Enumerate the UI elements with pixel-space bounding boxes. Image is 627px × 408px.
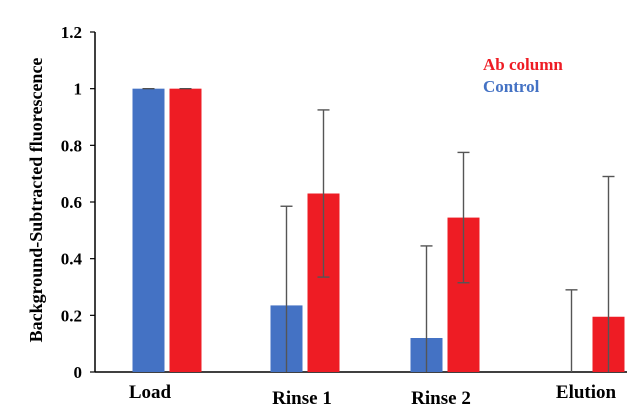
- y-tick-label: 1.2: [61, 23, 82, 42]
- x-category-label: Load: [129, 382, 172, 403]
- y-tick-label: 0.6: [61, 193, 82, 212]
- x-category-label: Elution: [556, 382, 617, 403]
- bar-control-load: [132, 88, 165, 373]
- bar-ab-column-load: [169, 88, 202, 373]
- x-category-label: Rinse 1: [272, 388, 332, 408]
- legend-entry-ab-column: Ab column: [483, 55, 563, 74]
- y-tick-label: 0.4: [61, 250, 83, 269]
- x-category-label: Rinse 2: [411, 388, 471, 408]
- y-tick-label: 1: [74, 80, 83, 99]
- y-tick-label: 0.2: [61, 306, 82, 325]
- y-axis-label: Background-Subtracted fluorescence: [26, 58, 46, 343]
- y-tick-label: 0: [74, 363, 83, 382]
- legend-entry-control: Control: [483, 77, 540, 96]
- y-tick-label: 0.8: [61, 136, 82, 155]
